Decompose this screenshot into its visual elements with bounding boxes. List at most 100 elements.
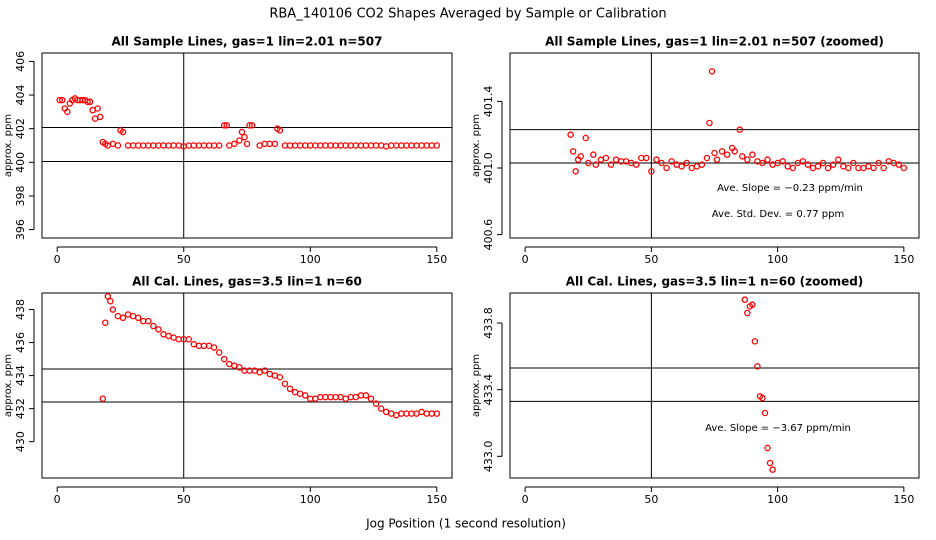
x-tick-label: 0 [54, 253, 61, 266]
y-tick-label: 400 [14, 152, 27, 173]
point [107, 298, 114, 305]
point [643, 154, 650, 162]
panel-title: All Cal. Lines, gas=3.5 lin=1 n=60 [132, 275, 362, 289]
plot-frame [509, 292, 920, 479]
point [814, 163, 822, 170]
point [301, 392, 309, 399]
panel-title: All Cal. Lines, gas=3.5 lin=1 n=60 (zoom… [566, 275, 864, 289]
point [236, 137, 243, 144]
point [706, 119, 713, 127]
point [362, 392, 370, 399]
panel-title: All Sample Lines, gas=1 lin=2.01 n=507 (… [545, 35, 884, 49]
point [708, 68, 716, 75]
point [834, 156, 842, 163]
y-tick-label: 430 [14, 431, 27, 452]
point [231, 140, 238, 148]
point [824, 164, 832, 172]
panel-title: All Sample Lines, gas=1 lin=2.01 n=507 [112, 35, 383, 49]
point [94, 105, 101, 112]
point [109, 306, 117, 313]
point [678, 163, 685, 170]
point [150, 322, 157, 330]
y-tick-label: 433.8 [482, 307, 495, 339]
annotation: Ave. Slope = −0.23 ppm/min [717, 183, 863, 194]
y-tick-label: 432 [14, 398, 27, 419]
point [723, 151, 731, 158]
point [744, 156, 751, 163]
y-tick-label: 400.6 [482, 219, 495, 251]
y-axis-title: approx. ppm [3, 354, 14, 417]
point [741, 296, 749, 303]
point [703, 154, 711, 162]
point [220, 122, 228, 129]
point [900, 164, 908, 172]
point [246, 122, 253, 129]
point [433, 410, 441, 417]
point [744, 309, 751, 317]
point [367, 395, 375, 402]
point [850, 159, 857, 167]
point [433, 142, 441, 149]
x-axis-title: Jog Position (1 second resolution) [365, 517, 566, 531]
x-tick-label: 150 [893, 253, 914, 266]
point [572, 168, 579, 175]
y-tick-label: 434 [14, 365, 27, 386]
figure-title: RBA_140106 CO2 Shapes Averaged by Sample… [269, 7, 666, 22]
x-tick-label: 50 [177, 253, 191, 266]
point [592, 161, 600, 168]
point [590, 151, 597, 158]
point [718, 148, 726, 155]
x-tick-label: 100 [767, 493, 788, 506]
point [577, 153, 584, 160]
point [104, 293, 112, 300]
point [713, 156, 721, 163]
y-tick-label: 406 [14, 51, 27, 72]
y-tick-label: 433.4 [482, 374, 495, 406]
point [86, 98, 94, 106]
point [653, 156, 660, 163]
point [56, 96, 63, 104]
point [739, 153, 746, 160]
point [241, 133, 248, 141]
y-tick-label: 436 [14, 332, 27, 353]
point [648, 168, 655, 175]
x-tick-label: 150 [426, 253, 447, 266]
y-tick-label: 401.0 [482, 152, 495, 184]
point [155, 326, 162, 333]
plot-frame [41, 52, 453, 239]
y-tick-label: 402 [14, 118, 27, 139]
point [102, 319, 109, 326]
y-tick-label: 398 [14, 185, 27, 206]
point [215, 349, 223, 356]
point [281, 380, 289, 388]
point [377, 405, 385, 412]
point [683, 159, 690, 167]
point [759, 159, 766, 167]
point [215, 142, 223, 149]
point [238, 128, 246, 136]
y-axis-title: approx. ppm [3, 114, 14, 177]
point [248, 122, 256, 129]
x-tick-label: 0 [522, 253, 529, 266]
x-tick-label: 100 [300, 493, 321, 506]
x-tick-label: 0 [522, 493, 529, 506]
point [582, 134, 589, 142]
point [607, 161, 615, 168]
point [731, 148, 738, 155]
point [119, 128, 127, 136]
x-tick-label: 100 [300, 253, 321, 266]
point [276, 127, 284, 134]
x-tick-label: 50 [644, 493, 658, 506]
point [875, 159, 882, 167]
point [663, 164, 670, 172]
y-axis-title: approx. ppm [471, 114, 482, 177]
point [185, 335, 193, 343]
x-tick-label: 150 [426, 493, 447, 506]
point [895, 161, 903, 168]
point [286, 385, 294, 393]
point [804, 161, 812, 168]
point [119, 314, 127, 322]
point [845, 164, 852, 172]
y-tick-label: 404 [14, 85, 27, 106]
